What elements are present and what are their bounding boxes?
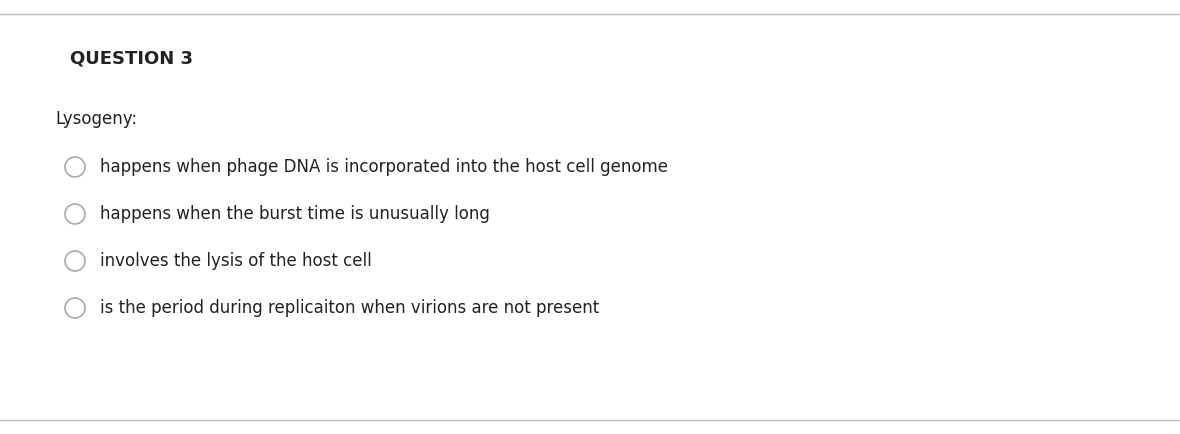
- Text: involves the lysis of the host cell: involves the lysis of the host cell: [100, 252, 372, 270]
- Circle shape: [65, 157, 85, 177]
- Circle shape: [65, 251, 85, 271]
- Circle shape: [65, 204, 85, 224]
- Text: happens when the burst time is unusually long: happens when the burst time is unusually…: [100, 205, 490, 223]
- Text: is the period during replicaiton when virions are not present: is the period during replicaiton when vi…: [100, 299, 599, 317]
- Text: happens when phage DNA is incorporated into the host cell genome: happens when phage DNA is incorporated i…: [100, 158, 668, 176]
- Circle shape: [65, 298, 85, 318]
- Text: Lysogeny:: Lysogeny:: [55, 110, 137, 128]
- Text: QUESTION 3: QUESTION 3: [70, 50, 194, 68]
